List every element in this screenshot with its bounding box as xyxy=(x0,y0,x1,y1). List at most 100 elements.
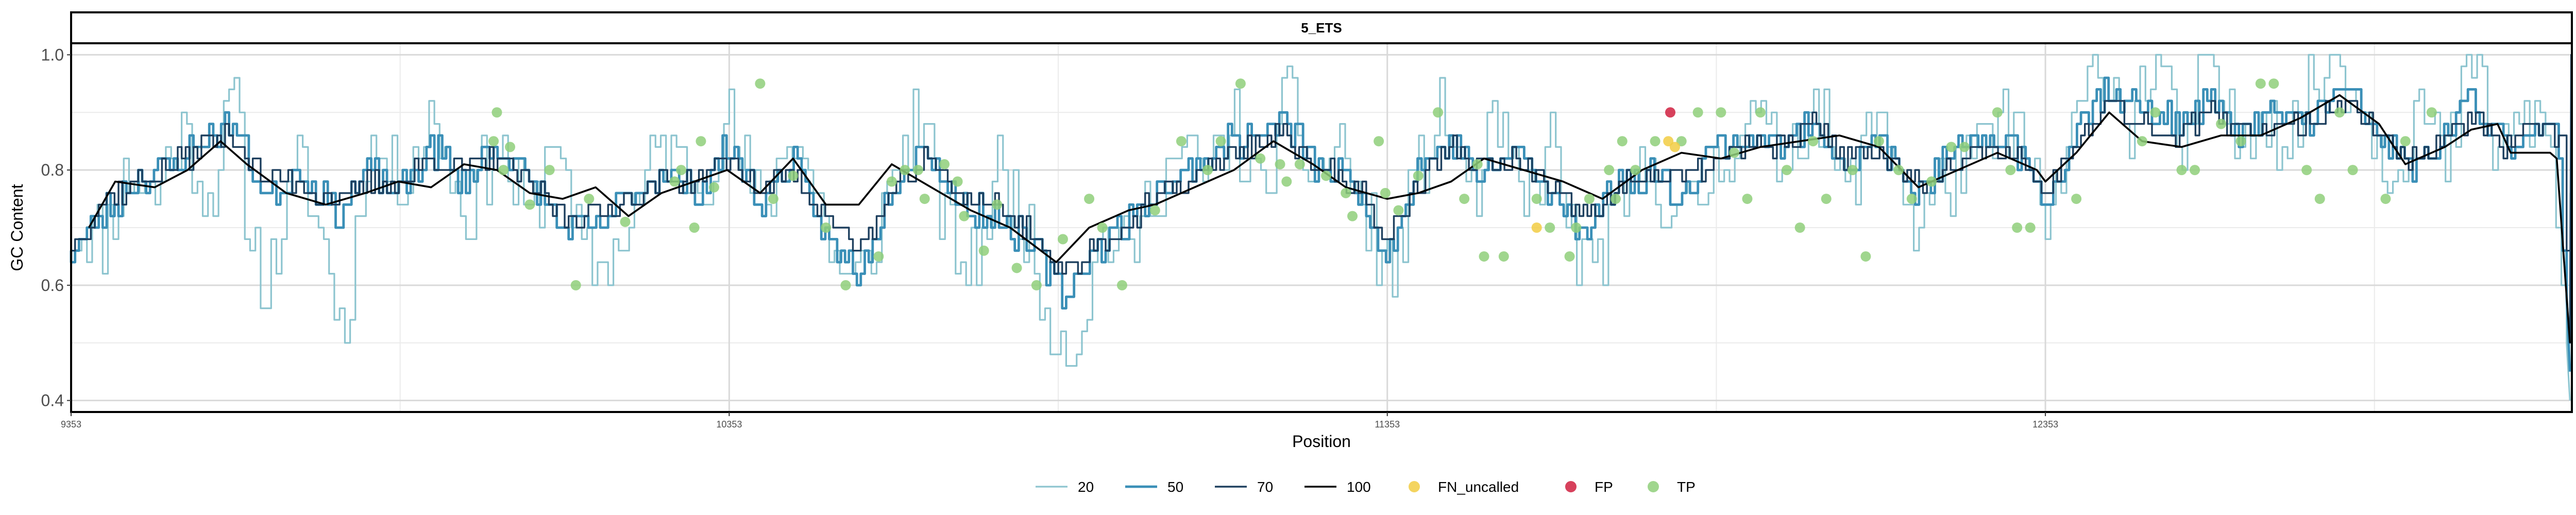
point-TP xyxy=(1604,165,1615,176)
point-TP xyxy=(1202,165,1213,176)
point-TP xyxy=(1610,194,1621,204)
point-TP xyxy=(708,182,719,193)
series-line-70 xyxy=(70,54,2573,344)
y-tick-label: 1.0 xyxy=(41,45,64,64)
point-TP xyxy=(2190,165,2200,176)
legend-key-FP xyxy=(1565,481,1577,492)
point-TP xyxy=(1893,165,1904,176)
point-TP xyxy=(959,211,970,221)
point-TP xyxy=(2347,165,2358,176)
legend-label-20: 20 xyxy=(1078,479,1094,495)
point-TP xyxy=(669,176,680,187)
x-axis-title: Position xyxy=(1292,432,1351,451)
point-TP xyxy=(1716,107,1726,118)
point-TP xyxy=(1531,194,1542,204)
point-TP xyxy=(886,176,897,187)
point-TP xyxy=(939,159,950,169)
point-TP xyxy=(1498,251,1509,262)
point-FN_uncalled xyxy=(1531,222,1542,233)
y-tick-label: 0.4 xyxy=(41,391,64,410)
point-TP xyxy=(1571,222,1582,233)
series-line-100 xyxy=(88,94,2571,343)
point-TP xyxy=(1630,165,1641,176)
point-TP xyxy=(2255,78,2266,89)
y-axis: 0.4 0.6 0.8 1.0 xyxy=(41,45,71,410)
point-TP xyxy=(544,165,555,176)
point-TP xyxy=(2025,222,2036,233)
point-TP xyxy=(912,165,923,176)
point-TP xyxy=(952,176,963,187)
legend-label-FP: FP xyxy=(1595,479,1613,495)
point-TP xyxy=(1794,222,1805,233)
legend-label-TP: TP xyxy=(1677,479,1696,495)
point-TP xyxy=(1320,170,1331,181)
point-TP xyxy=(840,280,851,290)
point-TP xyxy=(1235,78,1246,89)
point-TP xyxy=(1906,194,1917,204)
point-TP xyxy=(1374,136,1384,147)
point-TP xyxy=(1281,176,1292,187)
point-TP xyxy=(755,78,766,89)
point-TP xyxy=(1341,187,1351,198)
point-TP xyxy=(1472,159,1483,169)
point-TP xyxy=(1742,194,1753,204)
point-TP xyxy=(1215,136,1226,147)
point-TP xyxy=(1011,263,1022,273)
point-TP xyxy=(1459,194,1470,204)
point-TP xyxy=(1413,170,1423,181)
point-TP xyxy=(1347,211,1358,221)
point-TP xyxy=(689,222,700,233)
point-TP xyxy=(1650,136,1660,147)
point-TP xyxy=(1255,153,1266,164)
point-TP xyxy=(1926,176,1937,187)
x-tick-label: 9353 xyxy=(61,419,81,430)
series-line-20 xyxy=(70,54,2571,401)
x-tick-label: 12353 xyxy=(2032,419,2058,430)
point-TP xyxy=(2301,165,2312,176)
point-TP xyxy=(2176,165,2187,176)
point-TP xyxy=(992,199,1003,210)
point-TP xyxy=(1584,194,1595,204)
point-TP xyxy=(900,165,910,176)
legend-label-100: 100 xyxy=(1347,479,1371,495)
legend-label-FN_uncalled: FN_uncalled xyxy=(1438,479,1519,495)
point-TP xyxy=(1617,136,1628,147)
point-TP xyxy=(696,136,706,147)
series-layer xyxy=(70,54,2573,401)
facet-strip xyxy=(70,11,2573,44)
x-tick-label: 10353 xyxy=(716,419,742,430)
point-TP xyxy=(1479,251,1489,262)
point-TP xyxy=(768,194,778,204)
point-TP xyxy=(978,245,989,256)
point-TP xyxy=(1057,234,1068,245)
point-TP xyxy=(498,165,509,176)
points-layer xyxy=(488,78,2437,290)
facet-label: 5_ETS xyxy=(1301,20,1342,36)
point-TP xyxy=(1782,165,1792,176)
legend-label-70: 70 xyxy=(1257,479,1273,495)
point-TP xyxy=(1149,205,1160,216)
point-TP xyxy=(1946,142,1957,152)
plot-panel-border xyxy=(70,42,2573,413)
point-TP xyxy=(2150,107,2161,118)
point-TP xyxy=(1275,159,1285,169)
point-TP xyxy=(2334,107,2345,118)
point-TP xyxy=(1847,165,1858,176)
point-TP xyxy=(1031,280,1042,290)
point-TP xyxy=(1959,142,1970,152)
point-TP xyxy=(1097,222,1108,233)
legend: 20 50 70 100 FN_uncalled FP TP xyxy=(1036,479,1696,495)
series-line-50 xyxy=(70,76,2571,372)
point-TP xyxy=(1808,136,1819,147)
point-TP xyxy=(1992,107,2003,118)
point-TP xyxy=(492,107,502,118)
point-TP xyxy=(1116,280,1127,290)
y-axis-title: GC Content xyxy=(8,184,26,271)
point-TP xyxy=(620,216,631,227)
point-TP xyxy=(1564,251,1575,262)
point-TP xyxy=(1728,147,1739,158)
point-TP xyxy=(2400,136,2411,147)
point-TP xyxy=(1433,107,1444,118)
